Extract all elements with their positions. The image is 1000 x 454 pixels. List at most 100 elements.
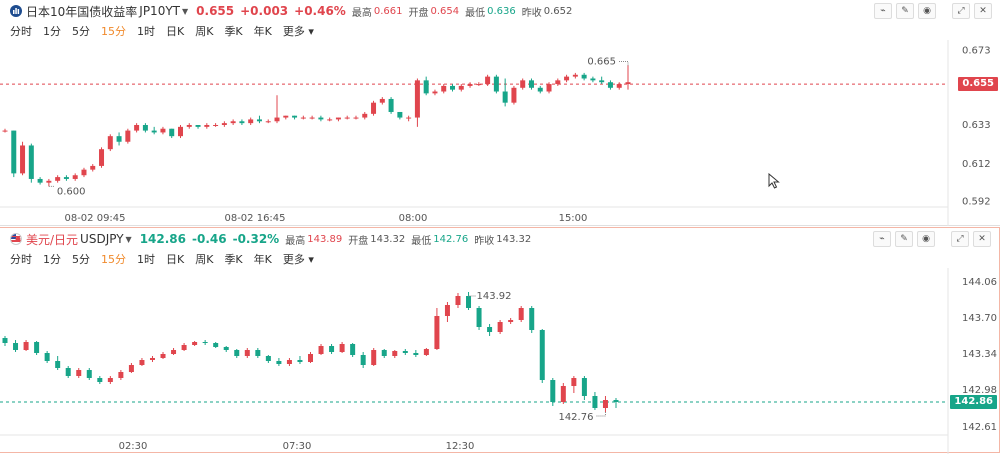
top-candle-4 — [37, 177, 43, 185]
top-candle-42 — [371, 100, 377, 116]
top-open-label: 开盘 — [408, 7, 429, 19]
tab-7[interactable]: 季K — [224, 25, 243, 38]
top-candle-15 — [134, 123, 140, 133]
fullscreen-icon[interactable]: ⤢ — [951, 231, 969, 247]
bottom-candle-27 — [286, 358, 292, 366]
fullscreen-icon[interactable]: ⤢ — [952, 3, 970, 19]
tab-3[interactable]: 15分 — [101, 253, 126, 266]
top-prev-label: 昨收 — [521, 7, 542, 19]
top-candle-6 — [55, 175, 61, 183]
tab-1[interactable]: 1分 — [43, 253, 61, 266]
top-change-pct: +0.46% — [294, 4, 346, 18]
top-candle-0 — [2, 128, 8, 133]
bottom-toolbar: ⌁ ✎ ◉ ⤢ ✕ — [873, 231, 991, 247]
top-candle-69 — [607, 80, 613, 90]
tab-4[interactable]: 1时 — [137, 25, 155, 38]
bottom-candle-34 — [360, 352, 366, 368]
tab-8[interactable]: 年K — [253, 25, 272, 38]
bottom-symbol-code[interactable]: USDJPY — [80, 232, 124, 246]
tab-0[interactable]: 分时 — [10, 253, 32, 266]
bottom-candle-5 — [55, 356, 61, 370]
bottom-candle-26 — [276, 358, 282, 366]
close-icon[interactable]: ✕ — [974, 3, 992, 19]
top-candle-38 — [335, 117, 341, 122]
bottom-candle-42 — [444, 302, 450, 322]
bottom-x-tick-1: 07:30 — [283, 441, 312, 452]
top-candle-58 — [511, 85, 517, 105]
bottom-prev: 143.32 — [496, 233, 532, 245]
bottom-candle-56 — [592, 392, 598, 410]
top-candle-54 — [476, 82, 482, 86]
bottom-candle-15 — [160, 352, 166, 359]
tab-5[interactable]: 日K — [166, 253, 185, 266]
top-candle-39 — [344, 115, 350, 120]
tab-1[interactable]: 1分 — [43, 25, 61, 38]
line-draw-icon[interactable]: ⌁ — [873, 231, 891, 247]
bottom-candle-24 — [255, 348, 261, 358]
top-candle-32 — [283, 115, 289, 120]
tab-9[interactable]: 更多 ▾ — [282, 25, 314, 38]
tab-2[interactable]: 5分 — [72, 25, 90, 38]
tab-6[interactable]: 周K — [195, 25, 214, 38]
bottom-min-leader — [595, 412, 606, 417]
top-candle-37 — [327, 117, 333, 122]
top-candle-50 — [441, 84, 447, 94]
top-symbol-code[interactable]: JP10YT — [139, 4, 180, 18]
bottom-candle-54 — [571, 376, 577, 393]
bottom-candle-23 — [244, 348, 250, 358]
eye-icon[interactable]: ◉ — [917, 231, 935, 247]
top-candle-60 — [528, 78, 534, 90]
eye-icon[interactable]: ◉ — [918, 3, 936, 19]
top-price: 0.655 — [196, 4, 235, 18]
pen-icon[interactable]: ✎ — [896, 3, 914, 19]
top-symbol-name[interactable]: 日本10年国债收益率 — [26, 4, 138, 19]
pen-icon[interactable]: ✎ — [895, 231, 913, 247]
symbol-dropdown-icon[interactable]: ▼ — [125, 234, 132, 244]
top-x-tick-0: 08-02 09:45 — [64, 213, 125, 224]
bottom-y-tick-0: 144.06 — [962, 277, 997, 288]
top-candle-43 — [379, 97, 385, 105]
top-candle-35 — [309, 115, 315, 120]
tab-3[interactable]: 15分 — [101, 25, 126, 38]
top-candle-30 — [265, 119, 271, 124]
top-candle-62 — [546, 82, 552, 94]
top-candle-46 — [406, 115, 412, 122]
bottom-candle-9 — [97, 376, 103, 384]
top-low-label: 最低 — [465, 7, 486, 19]
top-timeframe-tabs: 分时 1分 5分 15分 1时 日K 周K 季K 年K 更多 ▾ — [10, 22, 325, 40]
top-candle-59 — [520, 78, 526, 90]
tab-4[interactable]: 1时 — [137, 253, 155, 266]
bottom-candle-8 — [86, 368, 92, 380]
bottom-symbol-name[interactable]: 美元/日元 — [26, 232, 79, 247]
top-candle-28 — [248, 117, 254, 125]
tab-2[interactable]: 5分 — [72, 253, 90, 266]
close-icon[interactable]: ✕ — [973, 231, 991, 247]
line-draw-icon[interactable]: ⌁ — [874, 3, 892, 19]
bottom-candle-22 — [234, 349, 240, 358]
top-change: +0.003 — [240, 4, 289, 18]
top-candle-71 — [625, 65, 631, 90]
tab-7[interactable]: 季K — [224, 253, 243, 266]
tab-6[interactable]: 周K — [195, 253, 214, 266]
top-candle-10 — [90, 164, 96, 172]
tab-9[interactable]: 更多 ▾ — [282, 253, 314, 266]
bottom-candle-49 — [518, 306, 524, 322]
bottom-candle-53 — [560, 383, 566, 404]
bottom-candle-30 — [318, 344, 324, 355]
bottom-candle-16 — [171, 348, 177, 355]
top-candle-11 — [99, 147, 105, 168]
top-candle-49 — [432, 89, 438, 96]
tab-0[interactable]: 分时 — [10, 25, 32, 38]
top-candle-22 — [195, 125, 201, 129]
tab-5[interactable]: 日K — [166, 25, 185, 38]
top-candle-29 — [256, 115, 262, 124]
top-candle-52 — [458, 84, 464, 92]
top-candle-55 — [485, 74, 491, 86]
tab-8[interactable]: 年K — [253, 253, 272, 266]
usdjpy-candle-chart[interactable]: 144.06 143.70 143.34 142.98 142.61 02:30 07:30… — [0, 268, 1000, 454]
top-candle-47 — [414, 78, 420, 127]
bar-chart-icon — [10, 5, 22, 17]
top-candle-56 — [493, 74, 499, 94]
symbol-dropdown-icon[interactable]: ▼ — [182, 6, 189, 16]
